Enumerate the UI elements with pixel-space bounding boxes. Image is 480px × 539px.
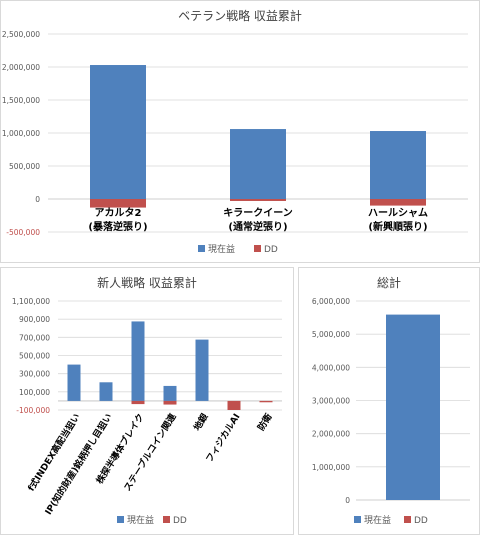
y-tick-label: 0: [345, 496, 350, 505]
y-tick-label: 6,000,000: [312, 297, 350, 306]
y-tick-label: -100,000: [16, 406, 50, 415]
legend-label-dd: DD: [414, 516, 428, 526]
veteran-bars: [90, 65, 426, 208]
legend-swatch-profit: [117, 516, 124, 523]
profit-bar: [99, 382, 113, 401]
y-tick-label: 100,000: [19, 388, 50, 397]
dd-bar: [163, 400, 177, 405]
veteran-chart-title: ベテラン戦略 収益累計: [178, 8, 302, 23]
y-tick-label: 500,000: [19, 352, 50, 361]
y-tick-label: 300,000: [19, 370, 50, 379]
y-tick-label: 1,000,000: [2, 129, 40, 138]
y-tick-label: 1,100,000: [12, 297, 50, 306]
y-tick-label: 2,000,000: [312, 430, 350, 439]
category-label: ハールシャム: [368, 207, 428, 219]
profit-bar: [370, 131, 426, 199]
category-label: アカルタ2: [95, 207, 142, 219]
legend-swatch-profit: [354, 516, 361, 523]
veteran-y-axis: -500,000 0 500,000 1,000,000 1,500,000 2,000,…: [2, 30, 40, 237]
new-strategy-chart: 新人戦略 収益累計 -100,000 100,000 300,000 500,000 7…: [0, 267, 294, 535]
total-chart-title: 総計: [377, 275, 401, 290]
profit-bar: [230, 129, 286, 199]
profit-bar: [386, 314, 440, 500]
y-tick-label: 2,000,000: [2, 63, 40, 72]
veteran-legend: 現在益 DD: [198, 243, 278, 255]
legend-swatch-dd: [163, 516, 170, 523]
y-tick-label: 3,000,000: [312, 397, 350, 406]
legend-swatch-profit: [198, 245, 205, 252]
profit-bar: [163, 385, 177, 401]
y-tick-label: 5,000,000: [312, 330, 350, 339]
new-bars: [67, 321, 273, 410]
new-gridlines: [58, 300, 282, 411]
legend-label-profit: 現在益: [364, 514, 391, 526]
profit-bar: [67, 364, 81, 401]
y-tick-label: 900,000: [19, 315, 50, 324]
dd-bar: [259, 400, 273, 403]
total-y-axis: 0 1,000,000 2,000,000 3,000,000 4,000,000 5,0…: [312, 297, 350, 505]
category-label: キラークイーン: [223, 207, 293, 219]
profit-bar: [195, 339, 209, 401]
y-tick-label: 0: [35, 195, 40, 204]
y-tick-label: 1,500,000: [2, 96, 40, 105]
legend-swatch-dd: [254, 245, 261, 252]
legend-label-dd: DD: [264, 245, 278, 255]
dd-bar: [370, 199, 426, 206]
y-tick-label: 1,000,000: [312, 463, 350, 472]
dd-bar: [90, 199, 146, 208]
dd-bar: [131, 400, 145, 405]
dd-bar: [230, 199, 286, 201]
y-tick-label: 4,000,000: [312, 363, 350, 372]
category-sublabel: (新興順張り): [368, 220, 427, 233]
new-legend: 現在益 DD: [117, 514, 187, 526]
veteran-x-axis: アカルタ2(暴落逆張り) キラークイーン(通常逆張り) ハールシャム(新興順張り): [88, 207, 428, 233]
new-chart-title: 新人戦略 収益累計: [97, 275, 197, 290]
y-tick-label: 500,000: [9, 162, 40, 171]
category-sublabel: (暴落逆張り): [88, 220, 147, 233]
profit-bar: [131, 321, 145, 401]
y-tick-label: 2,500,000: [2, 30, 40, 39]
total-legend: 現在益 DD: [354, 514, 428, 526]
legend-label-profit: 現在益: [208, 243, 235, 255]
legend-label-profit: 現在益: [127, 514, 154, 526]
new-y-axis: -100,000 100,000 300,000 500,000 700,000 900,…: [12, 297, 50, 415]
veteran-strategy-chart: ベテラン戦略 収益累計 -500,000 0 500,000 1,000,000 1,5…: [0, 0, 480, 263]
total-bars: [386, 314, 440, 500]
y-tick-label: 700,000: [19, 333, 50, 342]
category-sublabel: (通常逆張り): [228, 220, 287, 233]
legend-label-dd: DD: [173, 516, 187, 526]
profit-bar: [90, 65, 146, 200]
y-tick-label: -500,000: [6, 228, 40, 237]
dd-bar: [227, 400, 241, 410]
legend-swatch-dd: [404, 516, 411, 523]
total-chart: 総計 0 1,000,000 2,000,000 3,000,000 4,000,000…: [298, 267, 480, 535]
